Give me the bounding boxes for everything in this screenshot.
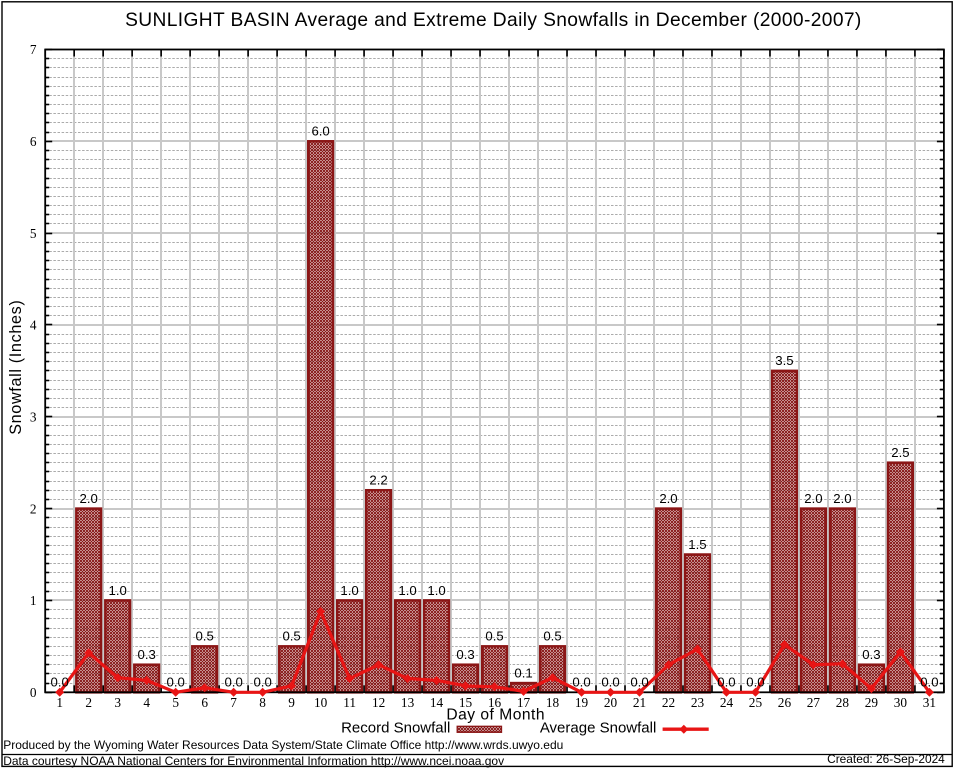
svg-text:Record Snowfall: Record Snowfall xyxy=(341,719,450,736)
svg-text:Average Snowfall: Average Snowfall xyxy=(540,719,656,736)
svg-text:2.0: 2.0 xyxy=(80,491,98,506)
svg-text:13: 13 xyxy=(401,695,415,710)
svg-text:0.0: 0.0 xyxy=(166,675,184,690)
svg-text:5: 5 xyxy=(172,695,179,710)
svg-text:2: 2 xyxy=(30,501,37,516)
svg-text:Snowfall (Inches): Snowfall (Inches) xyxy=(7,300,25,435)
svg-text:0.0: 0.0 xyxy=(253,675,271,690)
svg-text:8: 8 xyxy=(259,695,266,710)
svg-text:26: 26 xyxy=(778,695,792,710)
svg-text:0.0: 0.0 xyxy=(572,675,590,690)
svg-text:1: 1 xyxy=(56,695,63,710)
svg-text:2.5: 2.5 xyxy=(891,445,909,460)
svg-text:0.3: 0.3 xyxy=(862,647,880,662)
svg-text:0.5: 0.5 xyxy=(485,629,503,644)
svg-text:12: 12 xyxy=(372,695,385,710)
svg-text:9: 9 xyxy=(288,695,295,710)
svg-text:2.2: 2.2 xyxy=(369,473,387,488)
svg-text:0.0: 0.0 xyxy=(920,675,938,690)
svg-text:11: 11 xyxy=(343,695,356,710)
svg-text:0.5: 0.5 xyxy=(195,629,213,644)
svg-text:0.5: 0.5 xyxy=(282,629,300,644)
svg-text:0.0: 0.0 xyxy=(224,675,242,690)
svg-text:17: 17 xyxy=(517,695,531,710)
svg-text:4: 4 xyxy=(143,695,150,710)
svg-text:1.0: 1.0 xyxy=(340,583,358,598)
svg-text:0.0: 0.0 xyxy=(717,675,735,690)
svg-text:6: 6 xyxy=(30,134,37,149)
svg-text:Produced by the Wyoming Water: Produced by the Wyoming Water Resources … xyxy=(3,738,563,752)
svg-text:1: 1 xyxy=(30,593,37,608)
svg-text:20: 20 xyxy=(604,695,618,710)
svg-text:18: 18 xyxy=(546,695,560,710)
svg-text:3: 3 xyxy=(114,695,121,710)
svg-text:21: 21 xyxy=(633,695,646,710)
svg-text:7: 7 xyxy=(230,695,237,710)
svg-text:Data courtesy NOAA National Ce: Data courtesy NOAA National Centers for … xyxy=(3,754,504,768)
svg-text:25: 25 xyxy=(749,695,763,710)
svg-text:SUNLIGHT BASIN Average and Ext: SUNLIGHT BASIN Average and Extreme Daily… xyxy=(125,10,862,31)
svg-text:14: 14 xyxy=(430,695,444,710)
svg-text:0.5: 0.5 xyxy=(543,629,561,644)
svg-text:0.0: 0.0 xyxy=(746,675,764,690)
svg-text:1.0: 1.0 xyxy=(398,583,416,598)
svg-text:10: 10 xyxy=(314,695,328,710)
svg-text:16: 16 xyxy=(488,695,502,710)
svg-text:6: 6 xyxy=(201,695,208,710)
svg-text:0.3: 0.3 xyxy=(137,647,155,662)
svg-text:24: 24 xyxy=(720,695,734,710)
svg-text:28: 28 xyxy=(836,695,850,710)
svg-text:4: 4 xyxy=(30,318,37,333)
svg-text:Day of Month: Day of Month xyxy=(446,707,545,724)
svg-text:7: 7 xyxy=(30,42,37,57)
svg-text:5: 5 xyxy=(30,226,37,241)
svg-text:1.5: 1.5 xyxy=(688,537,706,552)
svg-text:1.0: 1.0 xyxy=(427,583,445,598)
svg-text:31: 31 xyxy=(923,695,936,710)
svg-text:6.0: 6.0 xyxy=(311,124,329,139)
svg-text:Created: 26-Sep-2024: Created: 26-Sep-2024 xyxy=(827,752,945,766)
svg-text:29: 29 xyxy=(865,695,879,710)
svg-text:0.1: 0.1 xyxy=(514,665,532,680)
svg-text:2.0: 2.0 xyxy=(833,491,851,506)
svg-text:0.0: 0.0 xyxy=(601,675,619,690)
svg-text:2.0: 2.0 xyxy=(659,491,677,506)
svg-text:30: 30 xyxy=(894,695,908,710)
svg-text:2.0: 2.0 xyxy=(804,491,822,506)
svg-text:22: 22 xyxy=(662,695,675,710)
svg-text:1.0: 1.0 xyxy=(109,583,127,598)
svg-text:3: 3 xyxy=(30,410,37,425)
svg-text:3.5: 3.5 xyxy=(775,353,793,368)
svg-text:19: 19 xyxy=(575,695,589,710)
svg-text:0: 0 xyxy=(30,685,37,700)
svg-text:23: 23 xyxy=(691,695,705,710)
svg-text:0.0: 0.0 xyxy=(630,675,648,690)
svg-text:15: 15 xyxy=(459,695,473,710)
svg-text:27: 27 xyxy=(807,695,821,710)
svg-text:0.0: 0.0 xyxy=(51,675,69,690)
svg-text:0.3: 0.3 xyxy=(456,647,474,662)
svg-text:2: 2 xyxy=(85,695,92,710)
